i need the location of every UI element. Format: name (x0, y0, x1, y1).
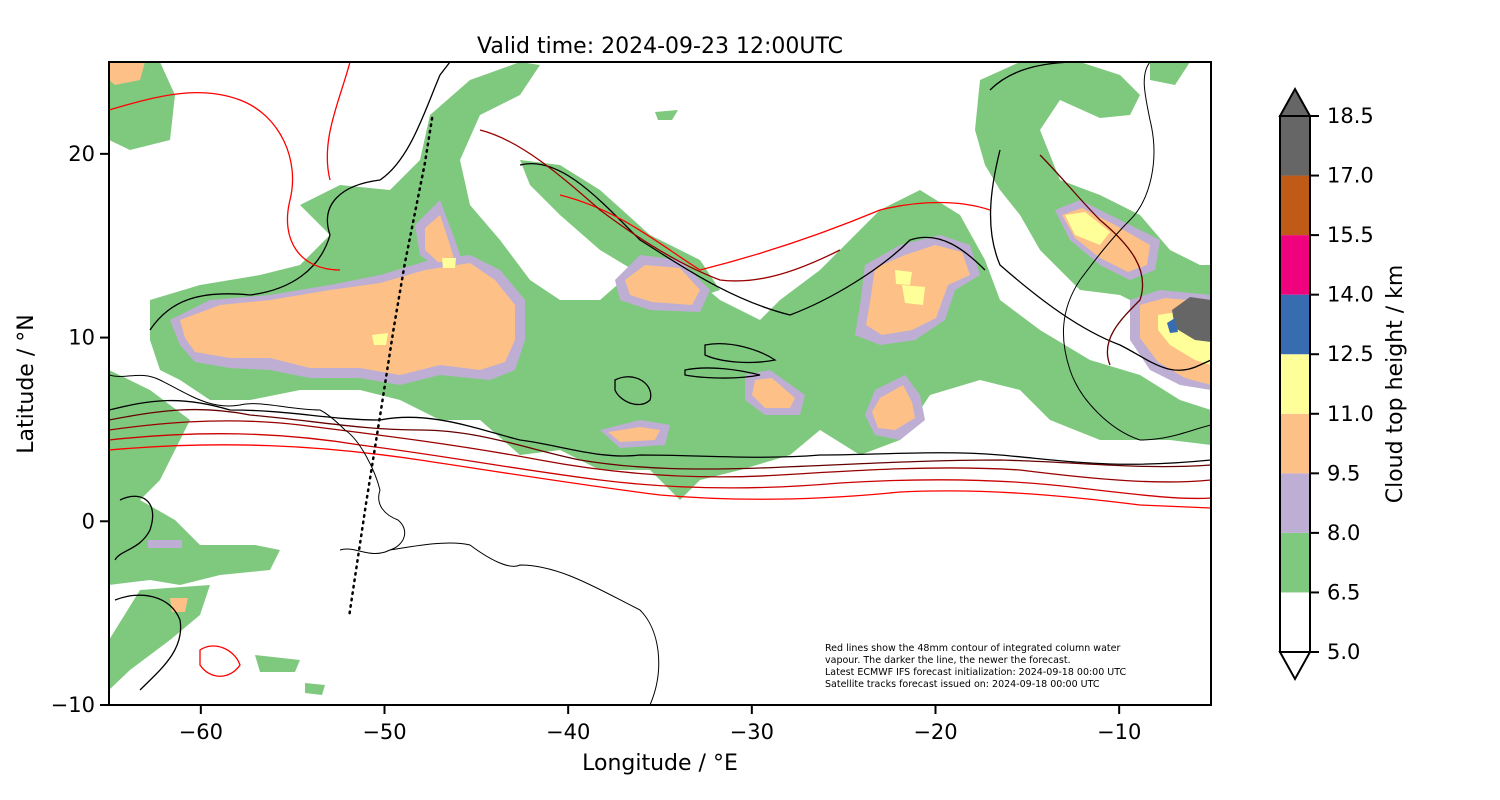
colorbar: 5.0 6.5 8.0 9.5 11.0 12.5 14.0 15.5 17.0 18.5 (1278, 86, 1374, 682)
plot-frame (108, 61, 1212, 706)
y-tick-label: 0 (82, 509, 95, 533)
x-axis: −60 −50 −40 −30 −20 −10 (179, 705, 1141, 744)
colorbar-segment (1280, 354, 1310, 414)
colorbar-frame (1279, 115, 1311, 653)
cloud-region-purple-west (148, 540, 182, 548)
colorbar-tick-label: 5.0 (1327, 640, 1360, 664)
iwv-contour-light-3 (559, 194, 991, 271)
x-tick-label: −50 (362, 720, 406, 744)
annotation-line-4: Satellite tracks forecast issued on: 202… (825, 679, 1100, 690)
cloud-region-orange-main (180, 263, 515, 375)
iwv-contour-light-1 (109, 444, 1211, 509)
cloud-region-green-south-patch (255, 655, 300, 672)
colorbar-tick-label: 17.0 (1327, 164, 1374, 188)
cloud-region-green-northwest (109, 62, 175, 150)
plot-annotation: Red lines show the 48mm contour of integ… (825, 643, 1126, 690)
iwv-contour-island-2 (704, 343, 777, 364)
x-tick-label: −60 (179, 720, 223, 744)
coastline-west-africa (1062, 62, 1211, 441)
x-tick-label: −10 (1097, 720, 1141, 744)
colorbar-segment (1280, 532, 1310, 593)
cloud-region-yellow-5 (1065, 212, 1110, 245)
cloud-region-orange-sw (170, 598, 188, 612)
y-tick-label: −10 (51, 693, 95, 717)
colorbar-tick-label: 15.5 (1327, 223, 1374, 247)
colorbar-extend-top (1278, 86, 1312, 117)
iwv-contour-med-1 (109, 433, 1211, 500)
iwv-contour-newest-3 (519, 162, 986, 316)
iwv-contour-sw (114, 495, 182, 691)
cloud-region-orange-nw (109, 62, 145, 85)
iwv-contour-dark-1 (109, 408, 1211, 470)
colorbar-segment (1280, 235, 1310, 295)
plot-title: Valid time: 2024-09-23 12:00UTC (477, 34, 843, 59)
colorbar-tick-label: 9.5 (1327, 461, 1360, 485)
x-tick-label: −20 (913, 720, 957, 744)
iwv-contour-newest (109, 399, 1211, 465)
cloud-region-orange-sml2 (872, 385, 915, 430)
iwv-contour-light-2 (109, 62, 351, 271)
colorbar-label: Cloud top height / km (1383, 265, 1408, 504)
cloud-region-orange-mid (625, 265, 700, 305)
y-axis-label: Latitude / °N (14, 314, 39, 453)
colorbar-segment (1280, 294, 1310, 355)
cloud-region-gray-east (1172, 297, 1211, 342)
annotation-line-3: Latest ECMWF IFS forecast initialization… (825, 667, 1126, 678)
y-tick-label: 10 (68, 326, 95, 350)
coastline-south-america (339, 429, 660, 705)
colorbar-tick-label: 14.0 (1327, 283, 1374, 307)
iwv-contour-dark-3 (479, 129, 841, 282)
iwv-contour-dark-4 (1039, 154, 1144, 366)
cloud-region-yellow-3 (895, 270, 912, 285)
colorbar-segment (1280, 116, 1310, 176)
colorbar-tick-label: 12.5 (1327, 342, 1374, 366)
coastline-caribbean (109, 374, 346, 431)
coastline (109, 62, 1211, 705)
y-axis: −10 0 10 20 (51, 142, 109, 717)
cloud-region-yellow-1 (372, 333, 388, 345)
colorbar-tick-label: 6.5 (1327, 580, 1360, 604)
x-axis-label: Longitude / °E (582, 751, 738, 776)
cloud-region-green-east-islands (1150, 62, 1190, 85)
colorbar-segment (1280, 473, 1310, 533)
cloud-region-orange-sml3 (608, 427, 660, 442)
cloud-region-yellow-4 (902, 285, 925, 305)
cloud-region-orange-sml1 (752, 378, 795, 408)
annotation-line-1: Red lines show the 48mm contour of integ… (825, 643, 1120, 654)
colorbar-segment (1280, 592, 1310, 652)
cloud-region-green-south-dot (305, 683, 325, 695)
iwv-48mm-contours (109, 62, 1211, 691)
y-tick-label: 20 (68, 142, 95, 166)
colorbar-segment (1280, 175, 1310, 236)
satellite-track (348, 115, 434, 615)
colorbar-tick-label: 18.5 (1327, 104, 1374, 128)
x-tick-label: −40 (546, 720, 590, 744)
cloud-region-green-small (655, 110, 678, 120)
cloud-field-14-15.5km (1167, 318, 1178, 333)
cloud-region-blue-east (1167, 318, 1178, 333)
cloud-field-17-18.5km (1172, 297, 1211, 342)
cloud-region-orange-north (425, 215, 455, 262)
iwv-contour-dark-2 (109, 420, 1211, 483)
iwv-contour-island-1 (614, 376, 652, 406)
colorbar-tick-label: 11.0 (1327, 402, 1374, 426)
colorbar-tick-label: 8.0 (1327, 521, 1360, 545)
iwv-contour-island-3 (684, 367, 761, 379)
cloud-region-green-west-equator (109, 370, 280, 585)
annotation-line-2: vapour. The darker the line, the newer t… (825, 655, 1071, 666)
x-tick-label: −30 (730, 720, 774, 744)
map-plot-area: Red lines show the 48mm contour of integ… (108, 61, 1212, 706)
iwv-contour-newest-2 (149, 62, 451, 331)
colorbar-extend-bottom (1278, 651, 1312, 682)
cloud-region-yellow-2 (442, 258, 456, 268)
iwv-contour-sw-red (199, 645, 241, 677)
colorbar-segment (1280, 413, 1310, 474)
